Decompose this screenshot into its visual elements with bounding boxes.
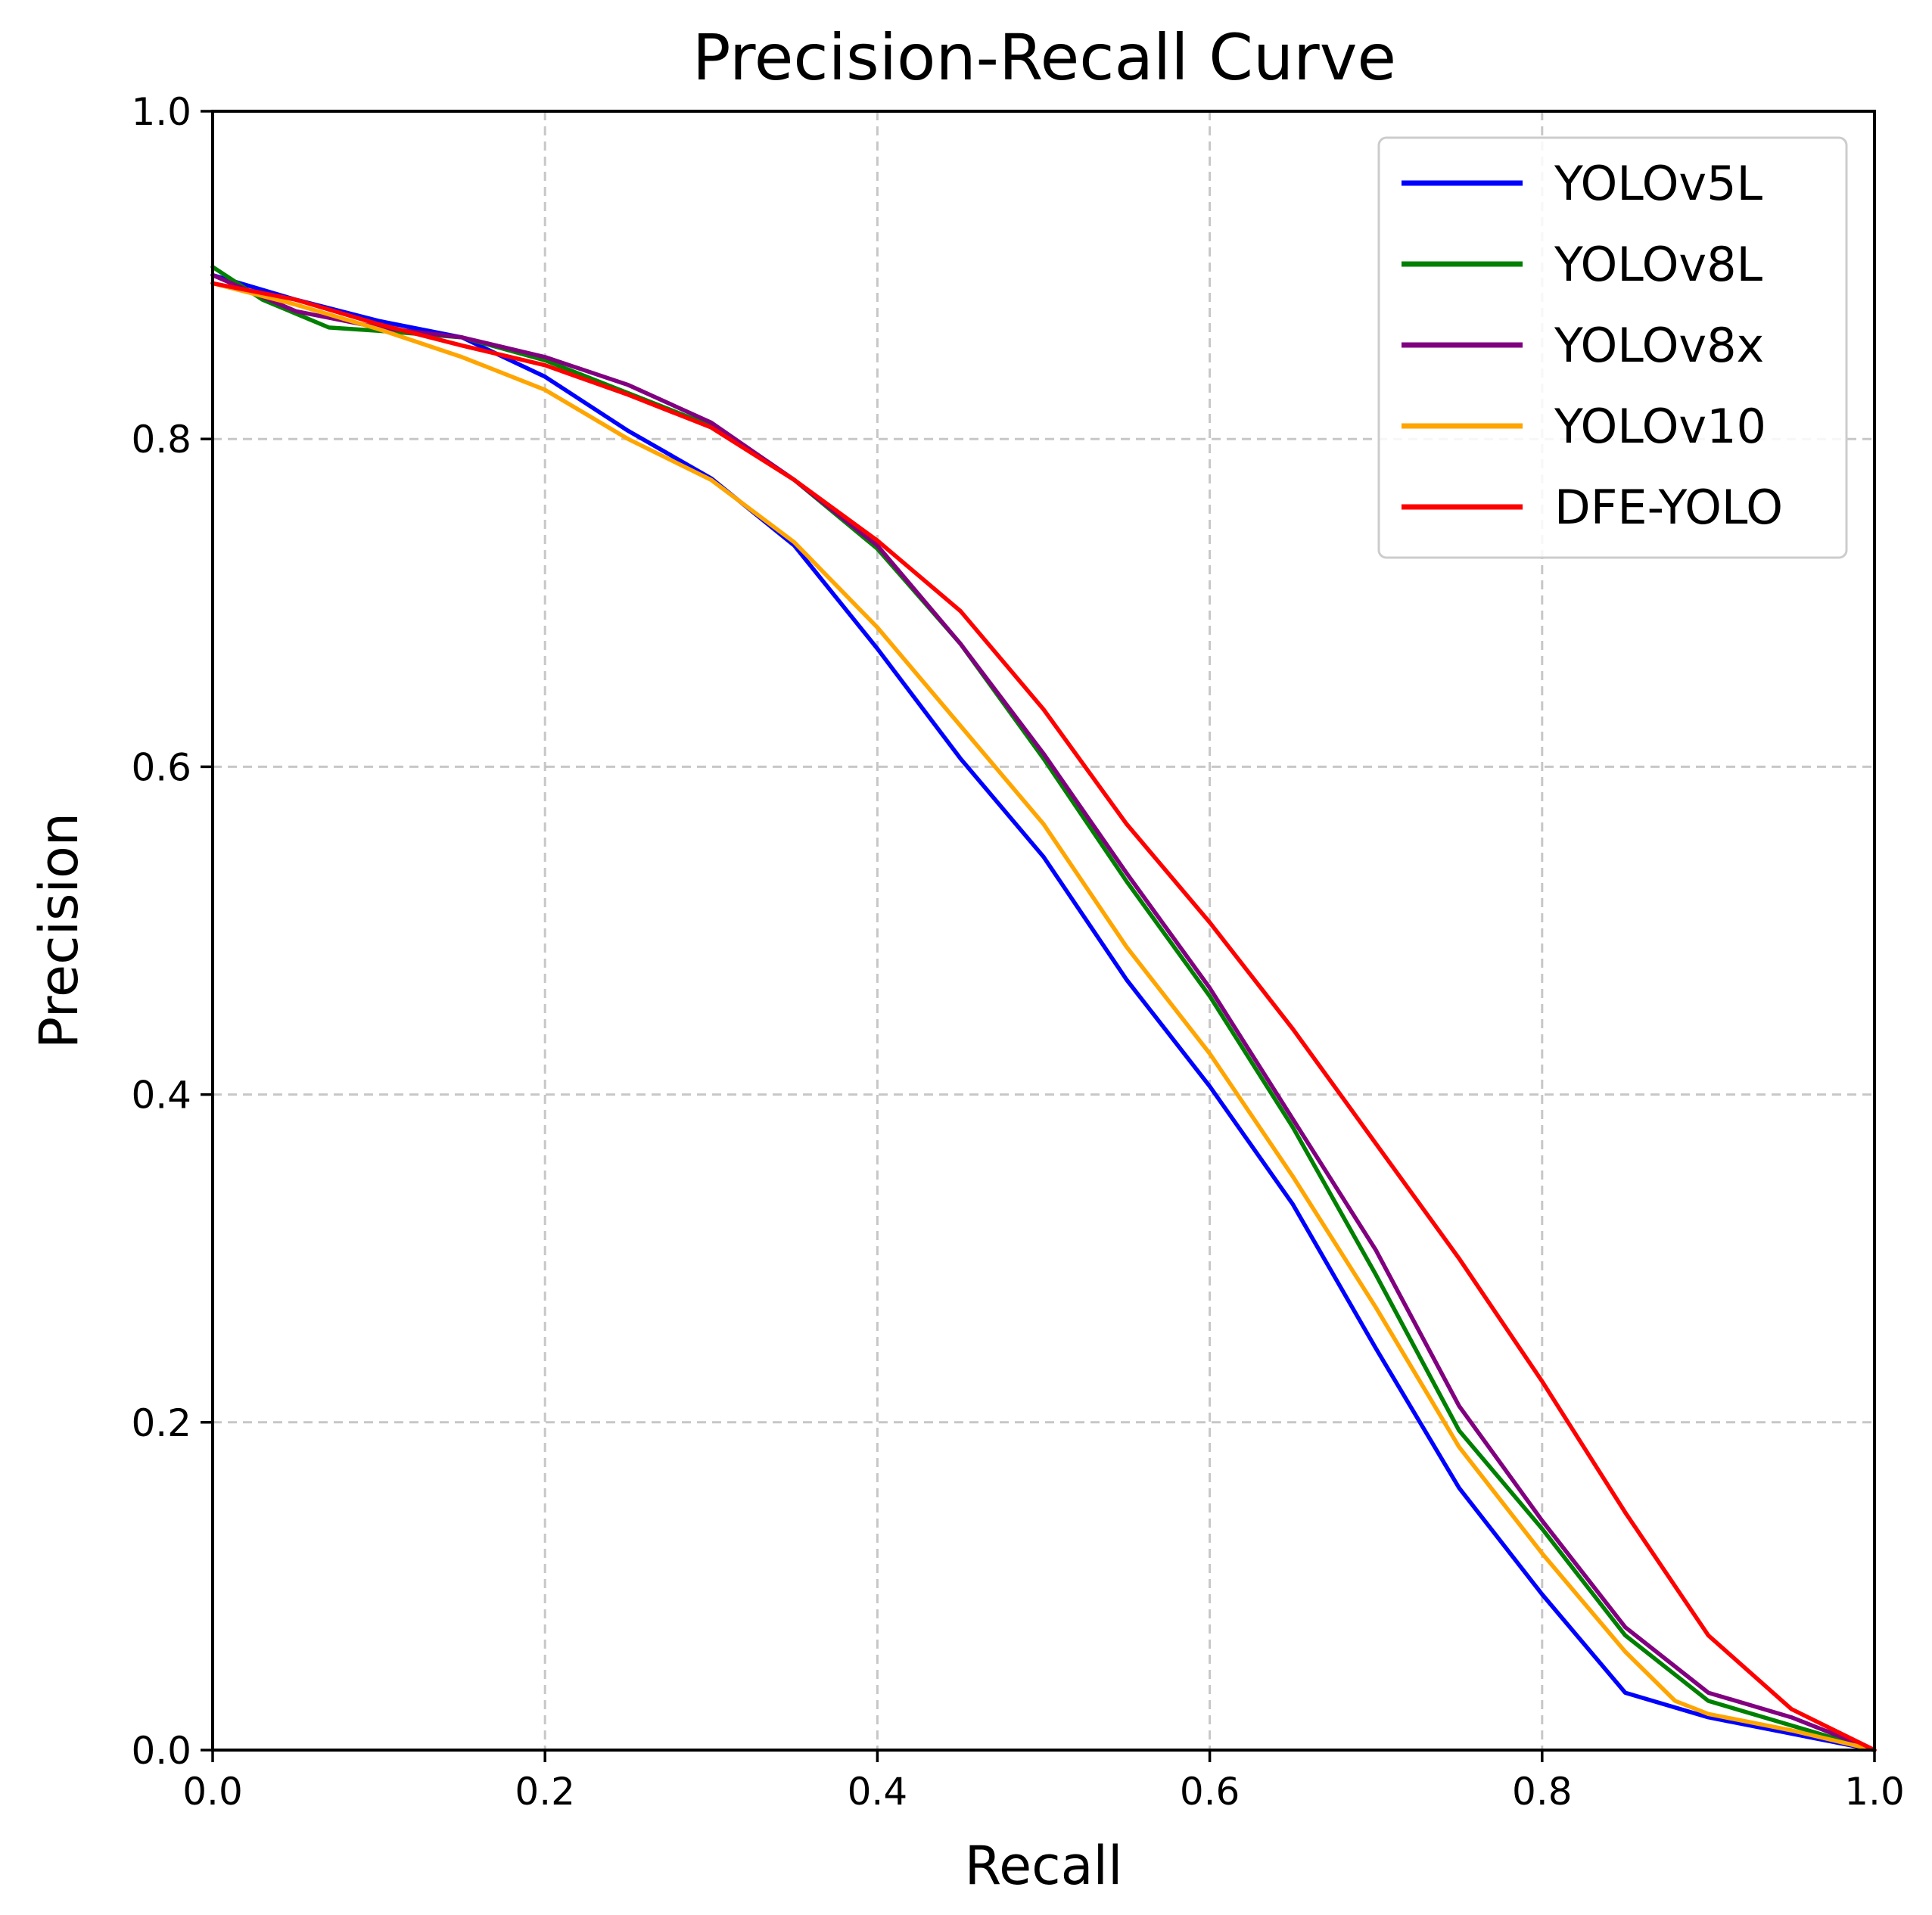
x-tick-label: 0.6 <box>1180 1770 1240 1814</box>
series-line-dfe-yolo <box>210 281 1877 1752</box>
x-tick-label: 0.4 <box>848 1770 908 1814</box>
legend: YOLOv5L YOLOv8L YOLOv8x YOLOv10 DFE-YOLO <box>1377 136 1848 559</box>
plot-frame <box>211 110 1876 1752</box>
x-tick-label: 1.0 <box>1844 1770 1905 1814</box>
chart-title: Precision-Recall Curve <box>692 20 1396 95</box>
legend-label-yolov8x: YOLOv8x <box>1554 318 1764 373</box>
legend-label-yolov5l: YOLOv5L <box>1554 156 1763 211</box>
legend-label-dfe-yolo: DFE-YOLO <box>1554 480 1783 535</box>
y-tick-label: 0.8 <box>131 418 191 462</box>
legend-frame <box>1377 136 1848 559</box>
series-line-yolov8x <box>210 272 1877 1752</box>
y-tick-label: 0.6 <box>131 745 191 789</box>
legend-label-yolov8l: YOLOv8L <box>1554 237 1763 292</box>
y-tick-label: 0.0 <box>131 1729 191 1773</box>
series-layer <box>210 265 1877 1752</box>
y-axis-title: Precision <box>28 813 90 1049</box>
x-tick-label: 0.2 <box>515 1770 575 1814</box>
tick-layer: 0.0 0.2 0.4 0.6 0.8 1.0 0.0 0.2 0.4 0.6 0.8 1.0 <box>131 90 1904 1814</box>
y-tick-label: 1.0 <box>131 90 191 134</box>
x-tick-label: 0.0 <box>182 1770 243 1814</box>
y-tick-label: 0.2 <box>131 1401 191 1445</box>
x-tick-label: 0.8 <box>1512 1770 1573 1814</box>
series-line-yolov10 <box>210 281 1877 1752</box>
x-axis-title: Recall <box>965 1835 1123 1897</box>
legend-label-yolov10: YOLOv10 <box>1554 399 1766 454</box>
y-tick-label: 0.4 <box>131 1074 191 1118</box>
